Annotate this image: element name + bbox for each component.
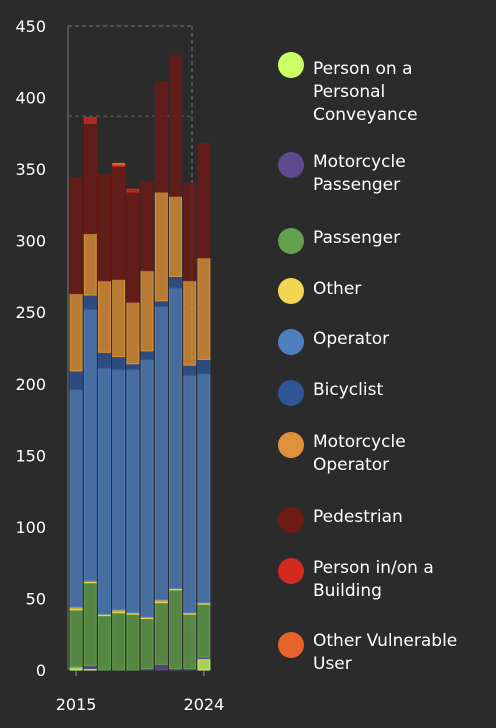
bar-segment[interactable] [83, 308, 97, 582]
legend-label: Motorcycle Passenger [313, 152, 406, 195]
y-tick-label: 400 [15, 89, 46, 108]
x-tick-label: 2024 [184, 695, 225, 714]
bar-segment[interactable] [169, 287, 182, 589]
bar-segment[interactable] [69, 370, 83, 390]
bar-segment[interactable] [154, 663, 168, 671]
bar-segment[interactable] [197, 373, 211, 604]
bar-segment[interactable] [154, 602, 168, 665]
bar-segment[interactable] [140, 617, 154, 670]
bar-segment[interactable] [169, 589, 182, 670]
bar-segment[interactable] [197, 658, 211, 671]
y-tick-label: 300 [15, 232, 46, 251]
bar-segment[interactable] [98, 367, 111, 615]
y-tick-label: 50 [26, 589, 46, 608]
legend-swatch [278, 632, 304, 658]
bar-segment[interactable] [112, 612, 126, 671]
bar-segment[interactable] [83, 117, 97, 124]
bar-segment[interactable] [154, 300, 168, 307]
bar-segment[interactable] [69, 177, 83, 295]
x-tick-label: 2015 [56, 695, 97, 714]
bar-segment[interactable] [183, 364, 197, 376]
bar-segment[interactable] [112, 356, 126, 370]
legend-label: Motorcycle Operator [313, 432, 406, 475]
bar-segment[interactable] [169, 275, 182, 289]
bar-segment[interactable] [83, 122, 97, 235]
legend-swatch [278, 52, 304, 78]
bar-segment[interactable] [126, 301, 140, 365]
legend-swatch [278, 507, 304, 533]
bar-segment[interactable] [154, 306, 168, 601]
bar-segment[interactable] [112, 165, 126, 280]
bar-segment[interactable] [183, 280, 197, 366]
legend-swatch [278, 329, 304, 355]
legend-label: Other Vulnerable User [313, 631, 458, 674]
bar-segment[interactable] [98, 351, 111, 369]
y-tick-label: 100 [15, 518, 46, 537]
legend-label: Bicyclist [313, 380, 384, 400]
bar-segment[interactable] [126, 613, 140, 671]
legend-label: Operator [313, 329, 390, 349]
bar-segment[interactable] [197, 257, 211, 360]
stacked-bar-chart: 0 50 100 150 200 250 300 350 400 450 2015 2024 [15, 17, 225, 714]
bar-segment[interactable] [69, 609, 83, 668]
legend-label: Person in/on a Building [313, 558, 434, 601]
bar-segment[interactable] [169, 195, 182, 277]
bar-segment[interactable] [183, 613, 197, 670]
bar-segment[interactable] [112, 162, 126, 166]
bar-segment[interactable] [154, 81, 168, 193]
y-tick-label: 450 [15, 17, 46, 36]
bar-segment[interactable] [140, 358, 154, 618]
bar-segment[interactable] [112, 368, 126, 611]
bar-segment[interactable] [126, 188, 140, 193]
legend-swatch [278, 432, 304, 458]
bar-segment[interactable] [83, 233, 97, 296]
y-tick-label: 0 [36, 661, 46, 680]
legend-swatch [278, 380, 304, 406]
bar-segment[interactable] [83, 582, 97, 667]
legend-swatch [278, 152, 304, 178]
y-tick-label: 200 [15, 375, 46, 394]
bar-segment[interactable] [154, 191, 168, 302]
bar-segment[interactable] [98, 615, 111, 671]
legend-label: Passenger [313, 228, 401, 248]
legend-label: Person on a Personal Conveyance [313, 59, 418, 125]
bar-segment[interactable] [83, 294, 97, 310]
bar-segment[interactable] [69, 293, 83, 372]
bar-segment[interactable] [169, 55, 182, 197]
bar-segment[interactable] [126, 191, 140, 303]
bar-segment[interactable] [126, 368, 140, 614]
bar-segment[interactable] [112, 278, 126, 358]
bar-segment[interactable] [140, 270, 154, 352]
legend-swatch [278, 558, 304, 584]
bar-segment[interactable] [140, 350, 154, 360]
bar-segment[interactable] [98, 174, 111, 282]
legend-swatch [278, 278, 304, 304]
bar-segment[interactable] [69, 389, 83, 608]
bar-segment[interactable] [197, 603, 211, 658]
y-tick-label: 150 [15, 446, 46, 465]
bar-segment[interactable] [197, 358, 211, 375]
bar-segment[interactable] [183, 182, 197, 282]
bar-segment[interactable] [98, 280, 111, 353]
legend-label: Other [313, 279, 362, 299]
bar-segment[interactable] [140, 181, 154, 272]
y-tick-label: 250 [15, 303, 46, 322]
bar-segment[interactable] [183, 374, 197, 614]
legend-label: Pedestrian [313, 507, 403, 527]
y-tick-label: 350 [15, 160, 46, 179]
bar-segment[interactable] [126, 363, 140, 370]
legend-swatch [278, 228, 304, 254]
bar-segment[interactable] [197, 142, 211, 259]
